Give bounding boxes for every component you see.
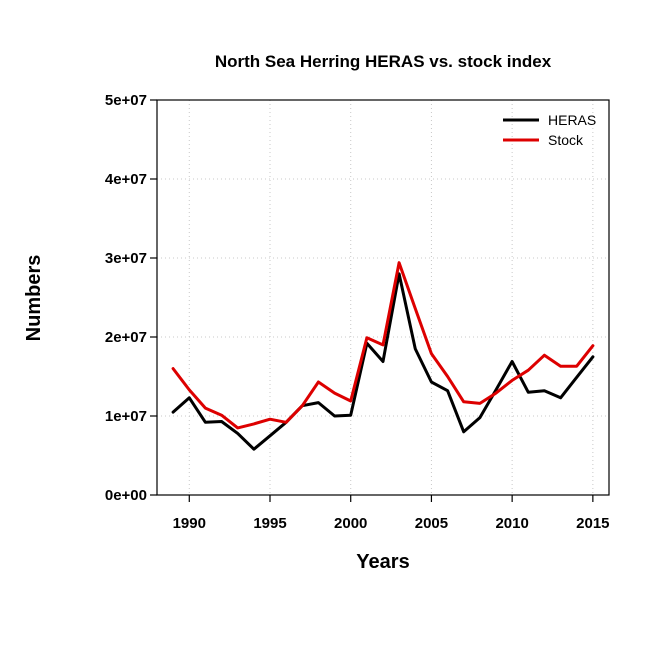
series-line-stock — [171, 261, 595, 430]
series-line-heras — [171, 272, 595, 451]
y-tick-label: 1e+07 — [105, 408, 147, 425]
y-tick-label: 5e+07 — [105, 92, 147, 109]
y-axis: 0e+00 1e+07 2e+07 3e+07 4e+07 5e+07 — [105, 92, 157, 504]
y-tick-label: 0e+00 — [105, 487, 147, 504]
x-tick-label: 2000 — [334, 515, 367, 532]
series-layer — [171, 261, 595, 451]
y-tick-label: 3e+07 — [105, 250, 147, 267]
y-axis-title: Numbers — [23, 255, 45, 342]
x-axis: 1990 1995 2000 2005 2010 2015 — [173, 495, 610, 532]
x-tick-label: 2015 — [576, 515, 609, 532]
x-axis-title: Years — [356, 551, 409, 573]
legend: HERAS Stock — [503, 112, 596, 148]
y-tick-label: 4e+07 — [105, 171, 147, 188]
x-tick-label: 2005 — [415, 515, 448, 532]
plot-frame — [156, 99, 610, 496]
chart-title: North Sea Herring HERAS vs. stock index — [215, 52, 552, 71]
x-tick-label: 1995 — [253, 515, 286, 532]
x-tick-label: 2010 — [495, 515, 528, 532]
grid-lines — [157, 99, 609, 495]
x-tick-label: 1990 — [173, 515, 206, 532]
y-tick-label: 2e+07 — [105, 329, 147, 346]
legend-label-stock: Stock — [548, 132, 584, 148]
legend-label-heras: HERAS — [548, 112, 596, 128]
